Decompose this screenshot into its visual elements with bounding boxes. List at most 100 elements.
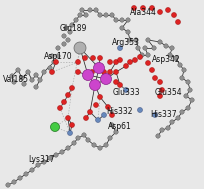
Circle shape bbox=[83, 115, 88, 121]
Circle shape bbox=[157, 80, 162, 84]
Circle shape bbox=[107, 60, 112, 64]
Circle shape bbox=[38, 78, 42, 82]
Circle shape bbox=[85, 138, 90, 142]
Circle shape bbox=[87, 109, 92, 115]
Circle shape bbox=[171, 12, 176, 18]
Text: Ala344: Ala344 bbox=[129, 8, 156, 17]
Circle shape bbox=[60, 150, 64, 154]
Circle shape bbox=[133, 38, 137, 42]
Circle shape bbox=[57, 105, 62, 111]
Circle shape bbox=[152, 112, 157, 118]
Circle shape bbox=[91, 143, 96, 147]
Circle shape bbox=[74, 42, 86, 54]
Circle shape bbox=[81, 133, 86, 137]
Circle shape bbox=[55, 46, 60, 50]
Text: Glu333: Glu333 bbox=[112, 88, 140, 97]
Circle shape bbox=[34, 73, 38, 77]
Text: His332: His332 bbox=[105, 107, 132, 116]
Circle shape bbox=[61, 34, 66, 38]
Circle shape bbox=[139, 53, 143, 57]
Circle shape bbox=[49, 70, 54, 74]
Circle shape bbox=[78, 13, 82, 17]
Circle shape bbox=[90, 56, 95, 60]
Circle shape bbox=[89, 70, 94, 74]
Circle shape bbox=[145, 60, 150, 66]
Circle shape bbox=[155, 134, 159, 138]
Circle shape bbox=[82, 70, 93, 81]
Circle shape bbox=[123, 64, 128, 68]
Circle shape bbox=[97, 146, 102, 150]
Circle shape bbox=[36, 163, 40, 167]
Circle shape bbox=[113, 70, 118, 74]
Circle shape bbox=[71, 141, 76, 145]
Circle shape bbox=[189, 98, 193, 102]
Text: Asp170: Asp170 bbox=[44, 52, 72, 61]
Circle shape bbox=[177, 63, 181, 67]
Circle shape bbox=[157, 40, 161, 44]
Circle shape bbox=[157, 9, 162, 15]
Circle shape bbox=[137, 54, 142, 60]
Circle shape bbox=[101, 112, 106, 118]
Circle shape bbox=[185, 106, 189, 110]
Circle shape bbox=[95, 118, 100, 122]
Circle shape bbox=[113, 60, 118, 64]
Circle shape bbox=[117, 57, 122, 63]
Circle shape bbox=[167, 53, 171, 57]
Circle shape bbox=[10, 74, 14, 78]
Circle shape bbox=[181, 68, 185, 72]
Circle shape bbox=[89, 80, 100, 91]
Circle shape bbox=[61, 99, 66, 105]
Circle shape bbox=[132, 57, 137, 63]
Circle shape bbox=[183, 94, 187, 98]
Circle shape bbox=[87, 8, 92, 12]
Text: Glu354: Glu354 bbox=[154, 88, 182, 97]
Circle shape bbox=[22, 82, 26, 86]
Circle shape bbox=[79, 8, 84, 12]
Circle shape bbox=[109, 123, 114, 127]
Circle shape bbox=[50, 54, 54, 58]
Circle shape bbox=[93, 102, 98, 108]
Text: His337: His337 bbox=[149, 110, 176, 119]
Circle shape bbox=[50, 122, 59, 132]
Circle shape bbox=[169, 120, 173, 124]
Circle shape bbox=[75, 60, 80, 64]
Circle shape bbox=[101, 70, 106, 74]
Circle shape bbox=[75, 70, 80, 74]
Circle shape bbox=[48, 66, 52, 70]
Circle shape bbox=[169, 46, 173, 50]
Circle shape bbox=[69, 122, 74, 128]
Circle shape bbox=[93, 8, 98, 12]
Circle shape bbox=[179, 76, 183, 80]
Circle shape bbox=[103, 143, 108, 147]
Circle shape bbox=[159, 88, 164, 92]
Circle shape bbox=[163, 44, 167, 48]
Circle shape bbox=[26, 70, 30, 74]
Circle shape bbox=[179, 110, 183, 114]
Circle shape bbox=[107, 136, 112, 140]
Circle shape bbox=[149, 5, 154, 11]
Circle shape bbox=[151, 46, 155, 50]
Circle shape bbox=[131, 5, 136, 11]
Circle shape bbox=[113, 80, 118, 84]
Circle shape bbox=[109, 13, 114, 17]
Circle shape bbox=[135, 46, 140, 50]
Circle shape bbox=[125, 18, 130, 22]
Circle shape bbox=[63, 26, 68, 30]
Text: Lys317: Lys317 bbox=[28, 155, 54, 164]
Circle shape bbox=[68, 30, 72, 34]
Circle shape bbox=[157, 94, 162, 98]
Circle shape bbox=[100, 74, 111, 84]
Circle shape bbox=[165, 126, 169, 130]
Circle shape bbox=[187, 88, 191, 92]
Circle shape bbox=[18, 176, 22, 180]
Circle shape bbox=[69, 23, 74, 27]
Circle shape bbox=[83, 13, 88, 17]
Circle shape bbox=[145, 53, 150, 57]
Circle shape bbox=[65, 38, 70, 42]
Circle shape bbox=[165, 8, 170, 12]
Circle shape bbox=[24, 172, 28, 176]
Circle shape bbox=[48, 156, 52, 160]
Circle shape bbox=[142, 46, 146, 50]
Circle shape bbox=[75, 136, 80, 140]
Circle shape bbox=[65, 92, 70, 98]
